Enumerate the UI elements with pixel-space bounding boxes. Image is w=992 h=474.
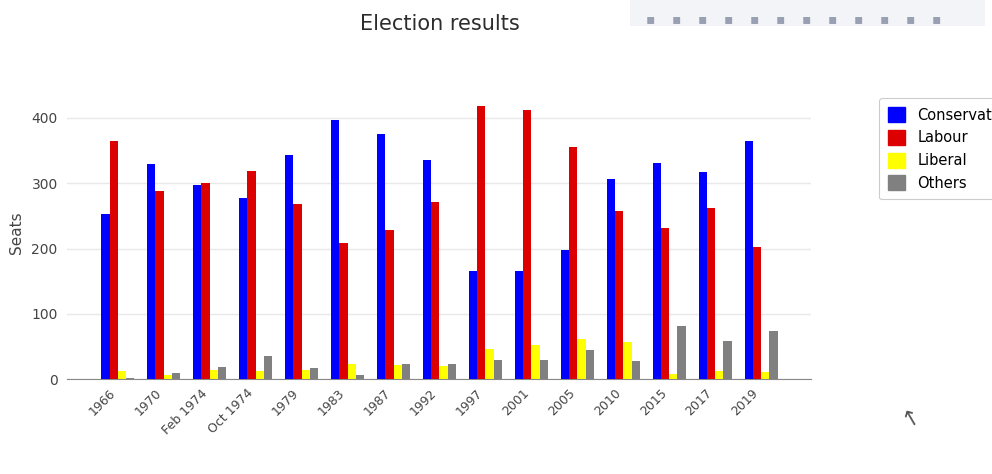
Bar: [469, 272, 477, 379]
Bar: [577, 339, 585, 379]
Bar: [753, 247, 761, 379]
Bar: [331, 120, 339, 379]
Bar: [294, 203, 302, 379]
Bar: [164, 375, 172, 379]
Bar: [156, 191, 164, 379]
Bar: [339, 243, 347, 379]
Bar: [193, 185, 201, 379]
Bar: [745, 141, 753, 379]
Bar: [439, 366, 447, 379]
Y-axis label: Seats: Seats: [9, 211, 25, 254]
Bar: [256, 371, 264, 379]
Bar: [310, 368, 318, 379]
Text: ▪: ▪: [672, 12, 681, 26]
Bar: [109, 141, 118, 379]
Bar: [485, 349, 494, 379]
Bar: [172, 374, 181, 379]
Bar: [377, 134, 385, 379]
Bar: [770, 331, 778, 379]
Bar: [302, 370, 310, 379]
Bar: [385, 229, 394, 379]
Text: ▪: ▪: [749, 12, 759, 26]
Bar: [632, 361, 640, 379]
Text: Election results: Election results: [359, 14, 520, 34]
Bar: [402, 364, 410, 379]
Bar: [623, 342, 632, 379]
Bar: [515, 271, 523, 379]
Bar: [423, 160, 432, 379]
Text: ▪: ▪: [906, 12, 915, 26]
Bar: [560, 250, 569, 379]
Bar: [126, 378, 134, 379]
Text: ▪: ▪: [879, 12, 889, 26]
Bar: [347, 364, 356, 379]
Bar: [723, 341, 732, 379]
Bar: [264, 356, 272, 379]
Bar: [201, 182, 209, 379]
Bar: [247, 171, 256, 379]
Bar: [239, 198, 247, 379]
Text: ▪: ▪: [776, 12, 785, 26]
Bar: [147, 164, 156, 379]
Bar: [218, 367, 226, 379]
Bar: [707, 208, 715, 379]
Bar: [356, 374, 364, 379]
Text: ▪: ▪: [723, 12, 733, 26]
Bar: [698, 172, 707, 379]
Bar: [630, 0, 985, 26]
Bar: [209, 370, 218, 379]
Bar: [432, 202, 439, 379]
Bar: [394, 365, 402, 379]
Legend: Conservative, Labour, Liberal, Others: Conservative, Labour, Liberal, Others: [879, 99, 992, 200]
Bar: [653, 163, 661, 379]
Bar: [523, 110, 532, 379]
Bar: [585, 350, 594, 379]
Text: ▪: ▪: [931, 12, 940, 26]
Bar: [477, 106, 485, 379]
Bar: [761, 372, 770, 379]
Bar: [494, 360, 502, 379]
Bar: [715, 371, 723, 379]
Text: ▪: ▪: [853, 12, 863, 26]
Bar: [101, 214, 109, 379]
Bar: [678, 326, 685, 379]
Bar: [615, 211, 623, 379]
Text: ▪: ▪: [827, 12, 836, 26]
Text: ↖: ↖: [899, 407, 922, 431]
Bar: [569, 147, 577, 379]
Bar: [670, 374, 678, 379]
Bar: [661, 228, 670, 379]
Bar: [532, 345, 540, 379]
Bar: [607, 179, 615, 379]
Bar: [447, 364, 456, 379]
Bar: [285, 155, 294, 379]
Bar: [118, 371, 126, 379]
Text: ▪: ▪: [802, 12, 810, 26]
Text: ▪: ▪: [646, 12, 655, 26]
Text: ▪: ▪: [697, 12, 706, 26]
Bar: [540, 360, 548, 379]
